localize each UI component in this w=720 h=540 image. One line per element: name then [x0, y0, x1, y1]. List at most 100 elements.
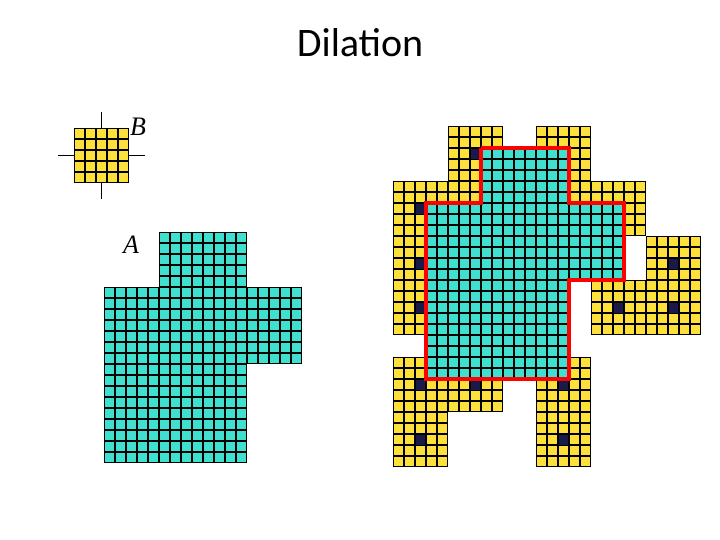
grid-cell — [393, 401, 404, 412]
grid-cell — [426, 390, 437, 401]
grid-cell — [404, 313, 415, 324]
grid-cell — [393, 280, 404, 291]
grid-cell — [426, 357, 437, 368]
grid-cell — [192, 243, 203, 254]
grid-cell — [258, 353, 269, 364]
grid-cell — [558, 214, 569, 225]
grid-cell — [214, 408, 225, 419]
grid-cell — [613, 225, 624, 236]
grid-cell — [690, 258, 701, 269]
grid-cell — [148, 375, 159, 386]
grid-cell — [525, 302, 536, 313]
grid-cell — [437, 456, 448, 467]
grid-cell — [426, 324, 437, 335]
grid-cell — [503, 313, 514, 324]
grid-cell — [558, 456, 569, 467]
grid-cell — [437, 379, 448, 390]
grid-cell — [170, 243, 181, 254]
grid-cell — [214, 331, 225, 342]
grid-cell — [481, 181, 492, 192]
grid-cell — [503, 280, 514, 291]
grid-cell — [514, 302, 525, 313]
grid-cell — [536, 269, 547, 280]
grid-cell — [547, 379, 558, 390]
grid-cell — [225, 243, 236, 254]
grid-cell — [236, 309, 247, 320]
shape-A-overlay — [426, 148, 624, 379]
grid-cell — [192, 254, 203, 265]
grid-cell — [646, 302, 657, 313]
grid-cell — [181, 331, 192, 342]
grid-cell — [503, 170, 514, 181]
grid-cell — [448, 214, 459, 225]
grid-cell — [214, 419, 225, 430]
grid-cell — [192, 397, 203, 408]
grid-cell — [536, 302, 547, 313]
grid-cell — [481, 214, 492, 225]
grid-cell — [126, 331, 137, 342]
grid-cell — [448, 313, 459, 324]
grid-cell — [547, 203, 558, 214]
label-B: B — [130, 112, 146, 142]
grid-cell — [404, 192, 415, 203]
grid-cell — [107, 150, 118, 161]
grid-cell — [225, 386, 236, 397]
grid-cell — [668, 258, 679, 269]
grid-cell — [514, 291, 525, 302]
grid-cell — [503, 291, 514, 302]
grid-cell — [459, 357, 470, 368]
grid-cell — [657, 280, 668, 291]
grid-cell — [291, 287, 302, 298]
grid-cell — [690, 236, 701, 247]
grid-cell — [514, 192, 525, 203]
grid-cell — [470, 214, 481, 225]
grid-cell — [415, 357, 426, 368]
grid-cell — [558, 390, 569, 401]
grid-cell — [137, 452, 148, 463]
grid-cell — [85, 172, 96, 183]
grid-cell — [118, 150, 129, 161]
grid-cell — [459, 247, 470, 258]
grid-cell — [448, 379, 459, 390]
grid-cell — [690, 324, 701, 335]
grid-cell — [536, 456, 547, 467]
grid-cell — [481, 302, 492, 313]
grid-cell — [459, 126, 470, 137]
grid-cell — [613, 214, 624, 225]
grid-cell — [569, 247, 580, 258]
grid-cell — [536, 225, 547, 236]
grid-cell — [591, 247, 602, 258]
grid-cell — [236, 353, 247, 364]
grid-cell — [137, 419, 148, 430]
grid-cell — [547, 434, 558, 445]
grid-cell — [470, 302, 481, 313]
grid-cell — [514, 280, 525, 291]
grid-cell — [170, 353, 181, 364]
grid-cell — [503, 269, 514, 280]
dilation-result — [393, 126, 713, 486]
grid-cell — [470, 247, 481, 258]
grid-cell — [404, 236, 415, 247]
grid-cell — [492, 170, 503, 181]
grid-cell — [159, 265, 170, 276]
grid-cell — [580, 214, 591, 225]
grid-cell — [159, 232, 170, 243]
grid-cell — [118, 128, 129, 139]
grid-cell — [126, 364, 137, 375]
grid-cell — [159, 287, 170, 298]
grid-cell — [393, 302, 404, 313]
page-title: Dilation — [0, 18, 720, 67]
grid-cell — [404, 203, 415, 214]
grid-cell — [657, 302, 668, 313]
grid-cell — [85, 128, 96, 139]
grid-cell — [536, 192, 547, 203]
grid-cell — [514, 346, 525, 357]
grid-cell — [580, 126, 591, 137]
grid-cell — [104, 287, 115, 298]
grid-cell — [280, 287, 291, 298]
grid-cell — [126, 452, 137, 463]
grid-cell — [96, 128, 107, 139]
grid-cell — [448, 302, 459, 313]
grid-cell — [269, 353, 280, 364]
grid-cell — [580, 379, 591, 390]
